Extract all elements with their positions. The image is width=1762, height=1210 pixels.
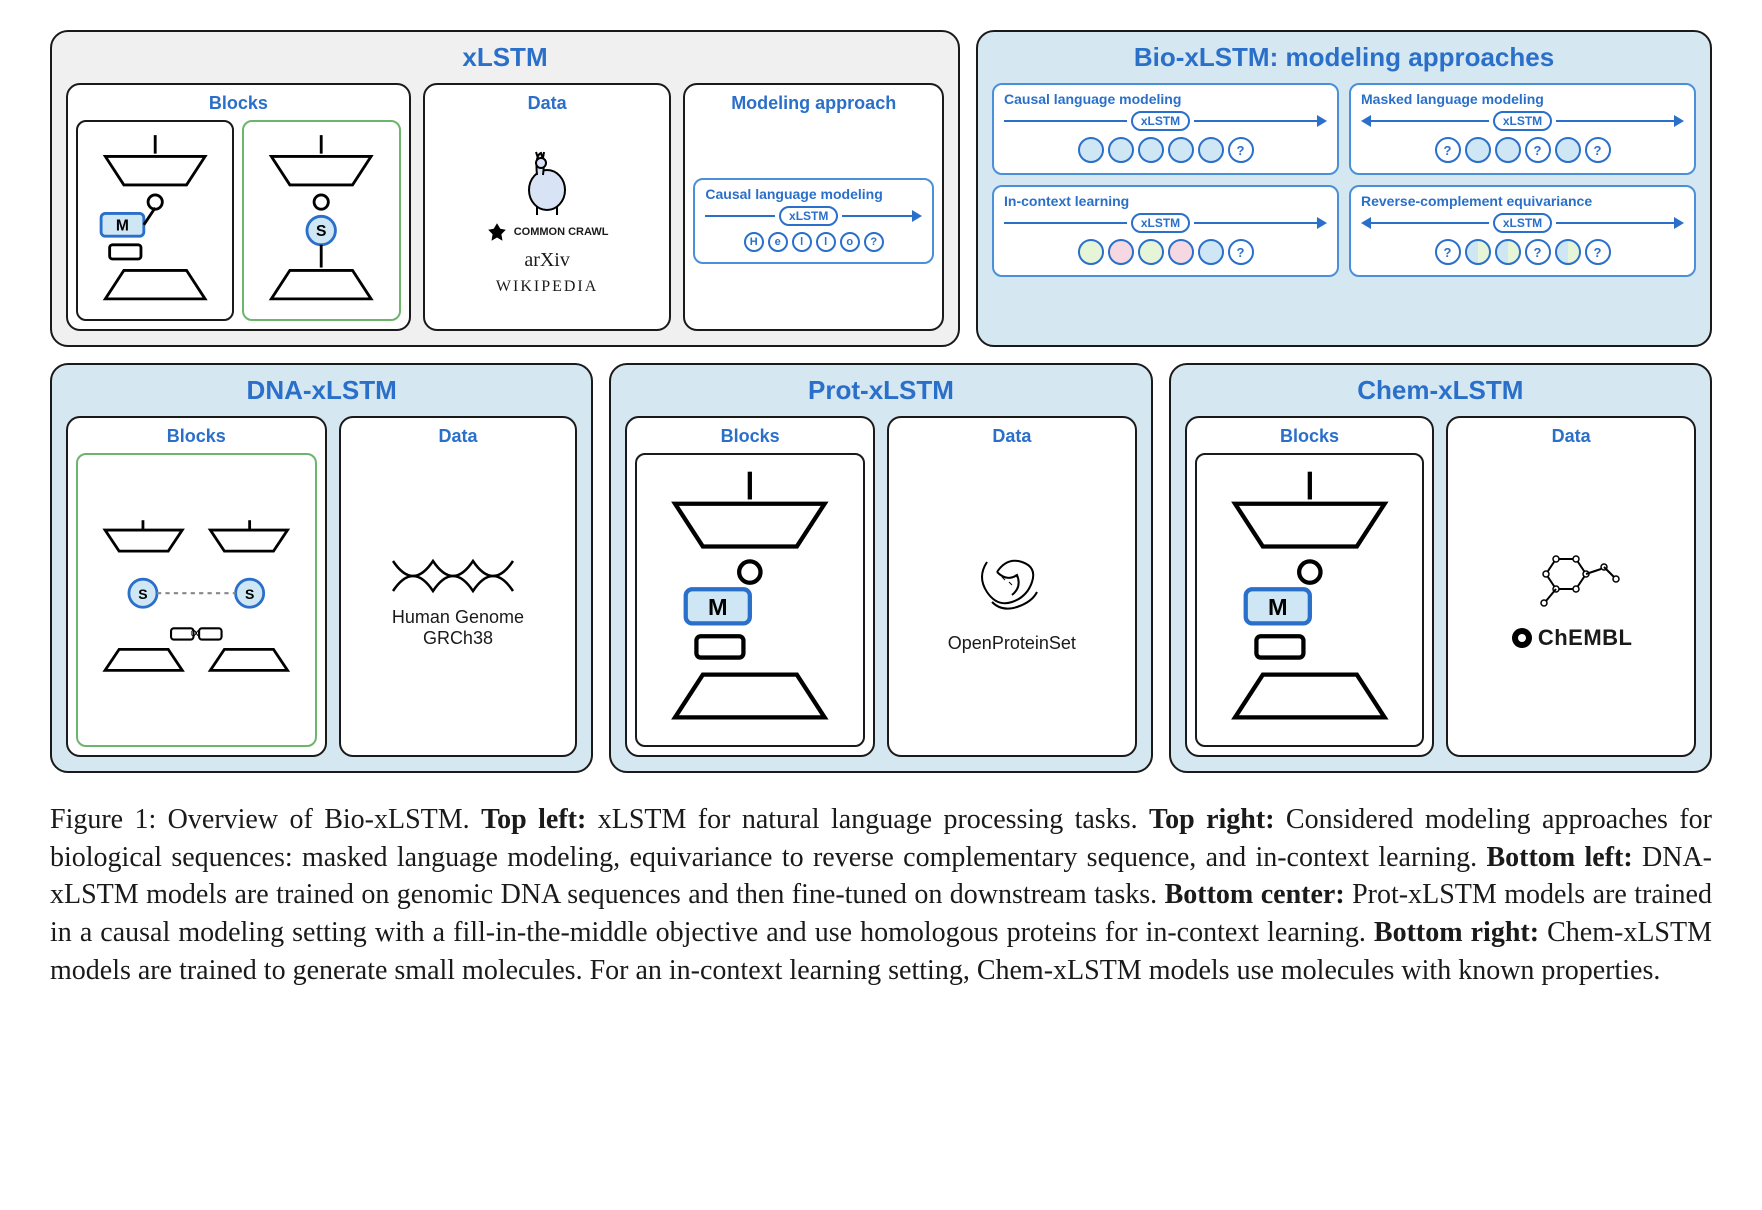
panel-prot: Prot-xLSTM Blocks M — [609, 363, 1152, 773]
card-data: Data Human Genome GRCh38 — [339, 416, 578, 757]
approach-clm: Causal language modeling xLSTM H e — [693, 178, 934, 264]
card-data: Data — [1446, 416, 1696, 757]
chem-block-diagram: M — [1203, 461, 1417, 739]
block-diagram-s: S — [250, 128, 392, 313]
card-blocks: Blocks M — [66, 83, 411, 331]
svg-text:M: M — [116, 218, 129, 235]
data-source-wikipedia: WIKIPEDIA — [496, 278, 598, 296]
arrow-right: xLSTM — [1004, 213, 1327, 233]
approach-title: Masked language modeling — [1361, 91, 1684, 107]
approach-mlm: Masked language modeling xLSTM ? ? ? — [1349, 83, 1696, 175]
data-text: Human Genome GRCh38 — [392, 607, 524, 649]
arrow-right: xLSTM — [1004, 111, 1327, 131]
card-title: Blocks — [721, 426, 780, 447]
approach-clm: Causal language modeling xLSTM ? — [992, 83, 1339, 175]
card-data: Data — [423, 83, 672, 331]
svg-text:S: S — [245, 586, 254, 602]
block-m-outer: M — [76, 120, 234, 321]
caption-bl-label: Bottom left: — [1486, 842, 1632, 873]
caption-tr-label: Top right: — [1149, 804, 1275, 835]
figure: xLSTM Blocks M — [50, 30, 1712, 990]
dna-block-diagram: S S ∞ — [84, 516, 309, 684]
panel-bio-approaches: Bio-xLSTM: modeling approaches Causal la… — [976, 30, 1712, 347]
top-row: xLSTM Blocks M — [50, 30, 1712, 347]
panel-title: xLSTM — [66, 42, 944, 73]
caption-prefix: Figure 1: Overview of Bio-xLSTM. — [50, 804, 481, 835]
modeling-content: Causal language modeling xLSTM H e — [693, 120, 934, 321]
panel-title: Prot-xLSTM — [625, 375, 1136, 406]
panel-dna: DNA-xLSTM Blocks S S — [50, 363, 593, 773]
approach-rce: Reverse-complement equivariance xLSTM ? … — [1349, 185, 1696, 277]
panel-title: Bio-xLSTM: modeling approaches — [992, 42, 1696, 73]
caption-br-label: Bottom right: — [1374, 917, 1539, 948]
arrow-both: xLSTM — [1361, 111, 1684, 131]
data-sources: COMMON CRAWL arXiv WIKIPEDIA — [433, 120, 662, 321]
approach-icl: In-context learning xLSTM ? — [992, 185, 1339, 277]
dna-helix-icon — [388, 551, 528, 601]
prot-block: M — [635, 453, 865, 747]
card-title: Data — [1552, 426, 1591, 447]
card-title: Modeling approach — [731, 93, 896, 114]
svg-text:S: S — [138, 586, 147, 602]
data-text: OpenProteinSet — [948, 633, 1076, 654]
llama-icon — [507, 145, 587, 215]
svg-text:S: S — [316, 223, 326, 240]
bottom-row: DNA-xLSTM Blocks S S — [50, 363, 1712, 773]
card-title: Blocks — [209, 93, 268, 114]
dna-block: S S ∞ — [76, 453, 317, 747]
card-modeling: Modeling approach Causal language modeli… — [683, 83, 944, 331]
block-diagram-m: M — [84, 128, 226, 313]
svg-text:M: M — [1268, 594, 1288, 620]
block-s-outer: S — [242, 120, 400, 321]
xlstm-subrow: Blocks M — [66, 83, 944, 331]
approach-title: Causal language modeling — [1004, 91, 1327, 107]
token-circles: ? — [1004, 239, 1327, 265]
card-blocks: Blocks M — [1185, 416, 1435, 757]
approach-title: Causal language modeling — [705, 186, 922, 202]
approach-title: Reverse-complement equivariance — [1361, 193, 1684, 209]
panel-chem: Chem-xLSTM Blocks M — [1169, 363, 1712, 773]
figure-caption: Figure 1: Overview of Bio-xLSTM. Top lef… — [50, 801, 1712, 990]
molecule-icon — [1516, 549, 1626, 619]
approaches-grid: Causal language modeling xLSTM ? — [992, 83, 1696, 277]
caption-tl-text: xLSTM for natural language processing ta… — [586, 804, 1149, 835]
svg-text:M: M — [708, 594, 728, 620]
panels-grid: xLSTM Blocks M — [50, 30, 1712, 773]
card-title: Blocks — [1280, 426, 1339, 447]
token-circles: ? — [1004, 137, 1327, 163]
caption-tl-label: Top left: — [481, 804, 586, 835]
card-data: Data OpenProteinSet — [887, 416, 1137, 757]
data-source-commoncrawl: COMMON CRAWL — [486, 221, 609, 243]
panel-title: DNA-xLSTM — [66, 375, 577, 406]
card-blocks: Blocks S S ∞ — [66, 416, 327, 757]
token-circles: H e l l o ? — [705, 232, 922, 252]
panel-xlstm: xLSTM Blocks M — [50, 30, 960, 347]
card-blocks: Blocks M — [625, 416, 875, 757]
data-source-arxiv: arXiv — [524, 249, 570, 272]
caption-bc-label: Bottom center: — [1165, 879, 1345, 910]
approach-title: In-context learning — [1004, 193, 1327, 209]
arrow-right: xLSTM — [705, 206, 922, 226]
card-title: Data — [438, 426, 477, 447]
chem-block: M — [1195, 453, 1425, 747]
protein-icon — [967, 547, 1057, 627]
prot-block-diagram: M — [643, 461, 857, 739]
card-title: Data — [528, 93, 567, 114]
card-title: Data — [992, 426, 1031, 447]
chembl-brand: ChEMBL — [1510, 625, 1633, 651]
token-circles: ? ? ? — [1361, 137, 1684, 163]
token-circles: ? ? ? — [1361, 239, 1684, 265]
panel-title: Chem-xLSTM — [1185, 375, 1696, 406]
card-title: Blocks — [167, 426, 226, 447]
arrow-both: xLSTM — [1361, 213, 1684, 233]
